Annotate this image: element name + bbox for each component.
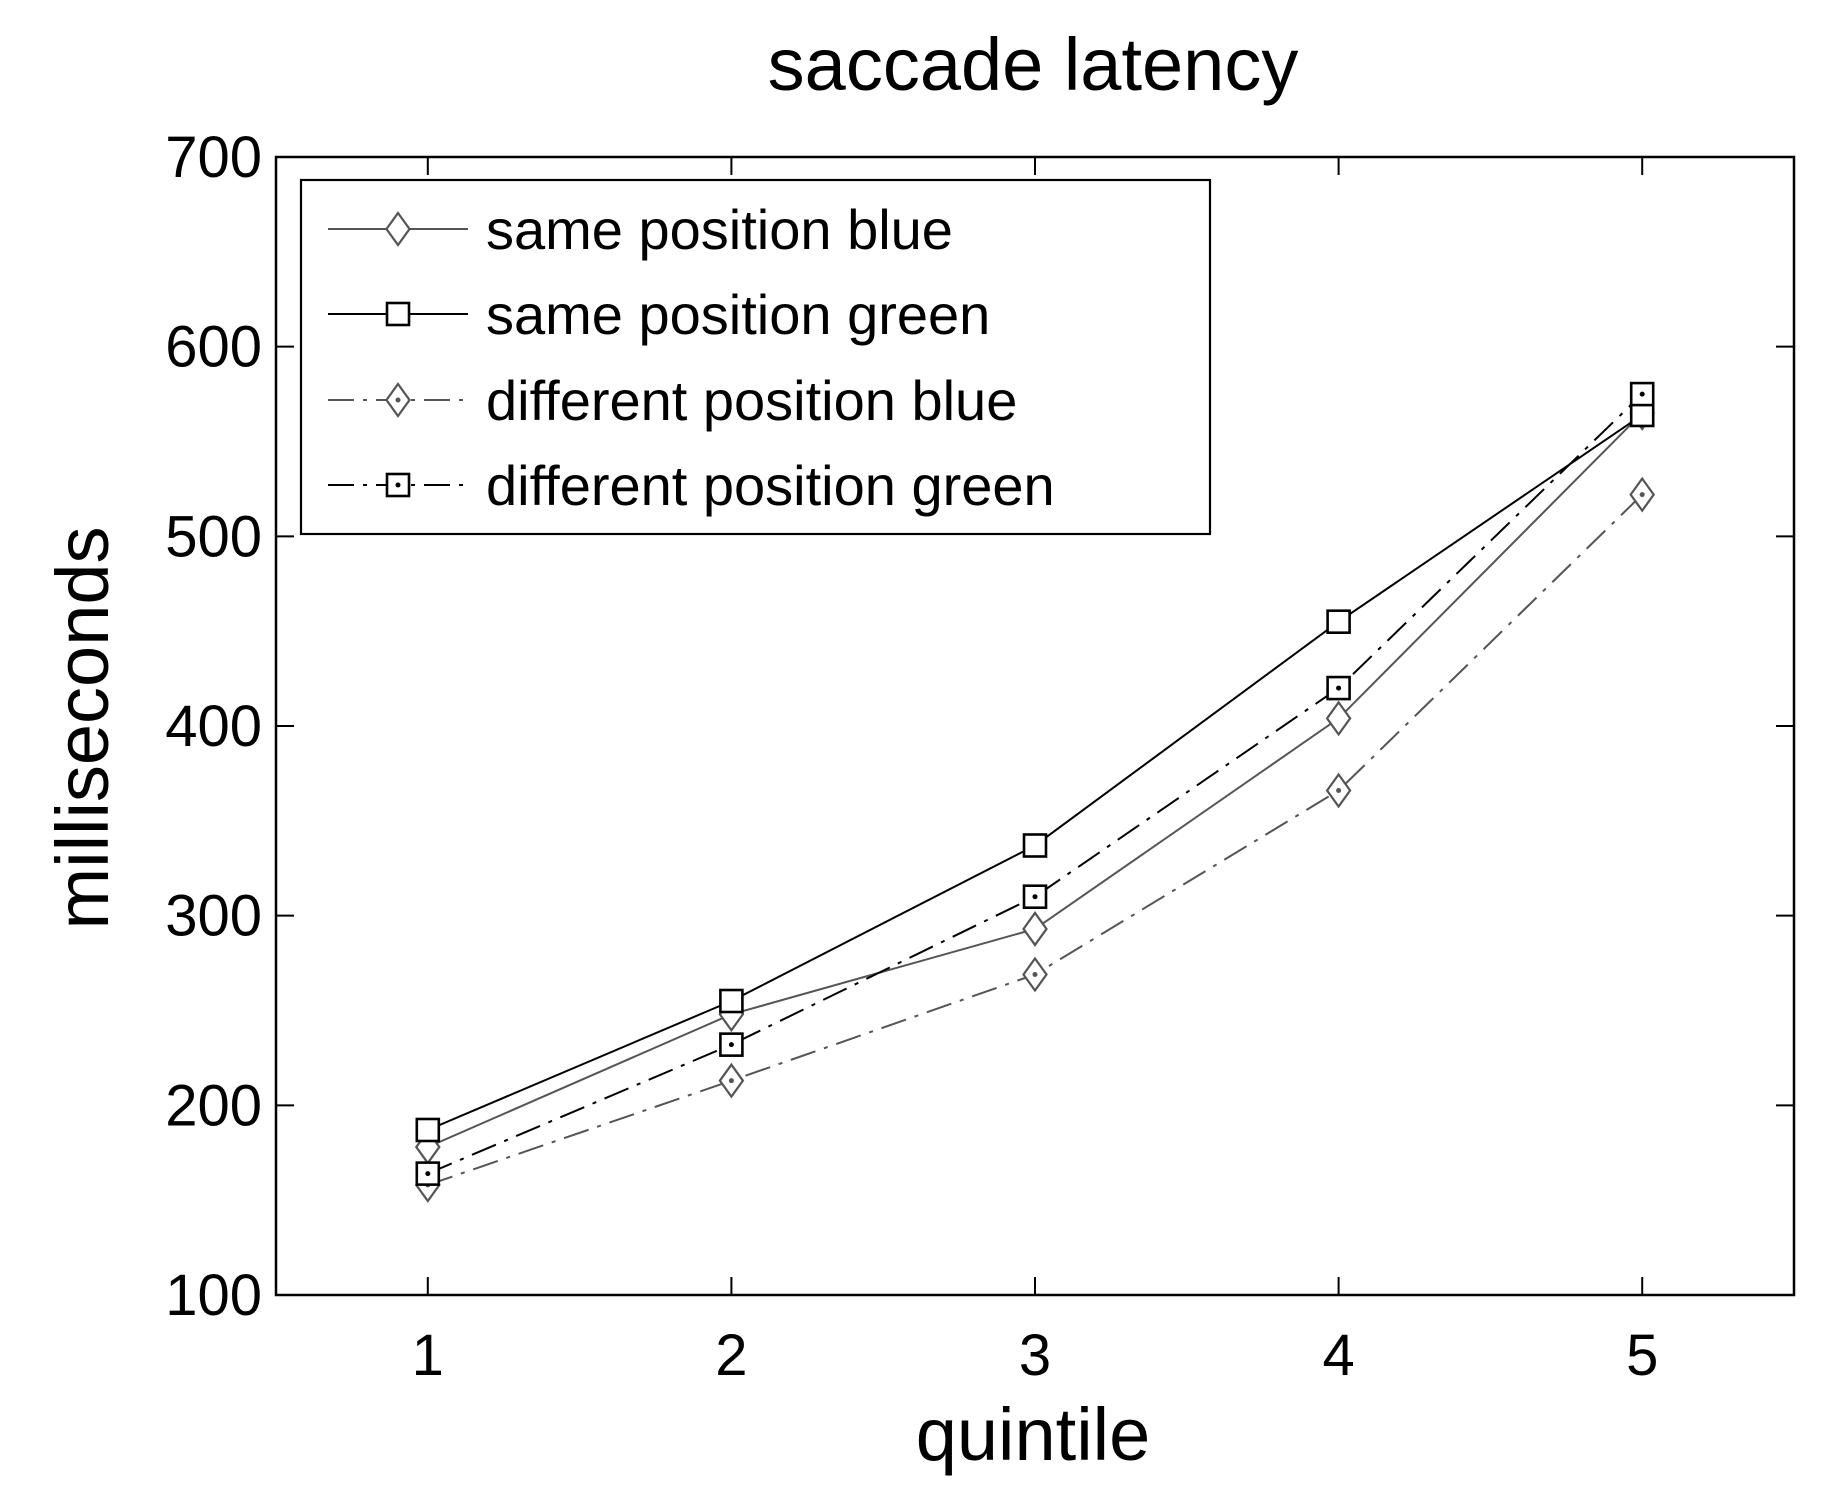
data-point <box>1022 911 1048 947</box>
x-tick-label: 5 <box>1626 1323 1658 1388</box>
series-4 <box>415 381 1655 1186</box>
y-tick-label: 600 <box>165 315 262 380</box>
legend-marker <box>385 301 411 327</box>
legend: same position blue same position green dif… <box>299 178 1212 536</box>
data-point <box>1325 700 1352 737</box>
legend-label: different position green <box>486 454 1055 517</box>
x-tick-label: 4 <box>1322 1323 1354 1388</box>
legend-item: same position blue <box>328 198 953 261</box>
data-point-dot <box>1032 894 1038 900</box>
data-point <box>1022 833 1048 858</box>
x-tick-label: 3 <box>1019 1323 1051 1388</box>
legend-marker-dot <box>395 482 401 488</box>
data-point <box>719 988 744 1014</box>
plot-area: 1 2 3 4 5 100 200 300 400 500 600 700 same position … <box>165 125 1796 1388</box>
x-tick-label: 2 <box>715 1323 747 1388</box>
data-point-dot <box>1639 492 1645 498</box>
series-2 <box>415 402 1655 1143</box>
y-tick-label: 100 <box>165 1263 262 1328</box>
legend-marker-dot <box>395 397 401 403</box>
legend-label: same position green <box>486 283 990 346</box>
legend-item: different position blue <box>328 369 1017 432</box>
legend-label: different position blue <box>486 369 1017 432</box>
y-axis-label: milliseconds <box>41 526 124 929</box>
legend-marker <box>385 211 411 247</box>
series-line <box>427 393 1643 1175</box>
x-tick-label: 1 <box>412 1323 444 1388</box>
data-point-dot <box>1336 685 1342 691</box>
y-tick-label: 500 <box>165 504 262 569</box>
y-tick-label: 200 <box>165 1073 262 1138</box>
x-axis-label: quintile <box>916 1393 1151 1476</box>
data-point-dot <box>1639 391 1645 397</box>
data-point-dot <box>425 1171 431 1177</box>
y-tick-label: 400 <box>165 694 262 759</box>
y-tick-label: 300 <box>165 884 262 949</box>
data-point-dot <box>1032 971 1038 977</box>
legend-item: same position green <box>328 283 990 346</box>
legend-box <box>299 178 1212 536</box>
data-point-dot <box>728 1078 734 1084</box>
legend-label: same position blue <box>486 198 953 261</box>
y-tick-label: 700 <box>165 125 262 190</box>
data-point <box>1629 402 1655 428</box>
legend-item: different position green <box>328 454 1055 517</box>
chart-title: saccade latency <box>768 23 1299 106</box>
data-point <box>1326 609 1351 634</box>
data-point-dot <box>1336 787 1342 793</box>
data-point <box>415 1117 441 1143</box>
data-point-dot <box>728 1042 734 1048</box>
